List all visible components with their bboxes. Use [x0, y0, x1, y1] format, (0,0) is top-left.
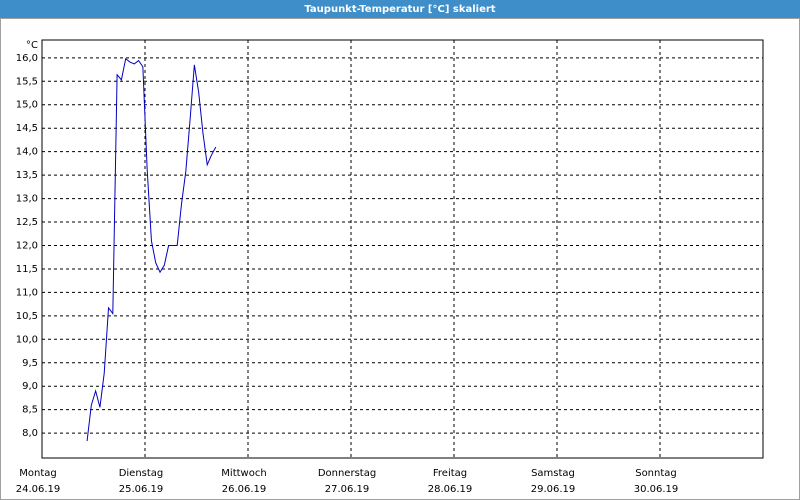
x-tick-label: Mittwoch [221, 468, 266, 479]
x-tick-label: Samstag [531, 468, 575, 479]
y-tick-label: 8,0 [22, 428, 38, 439]
y-tick-label: 15,5 [16, 76, 38, 87]
y-tick-label: 13,0 [16, 194, 38, 205]
y-tick-label: 11,5 [16, 264, 38, 275]
y-tick-label: 9,5 [22, 358, 38, 369]
x-tick-label: Freitag [433, 468, 467, 479]
window-border [0, 18, 800, 500]
chart-title: Taupunkt-Temperatur [°C] skaliert [304, 4, 495, 15]
x-tick-date: 28.06.19 [428, 484, 473, 495]
y-tick-label: 8,5 [22, 405, 38, 416]
x-tick-date: 30.06.19 [634, 484, 679, 495]
title-bar [0, 0, 800, 18]
x-tick-date: 25.06.19 [119, 484, 164, 495]
y-tick-label: 13,5 [16, 170, 38, 181]
x-tick-label: Montag [19, 468, 56, 479]
x-tick-label: Sonntag [635, 468, 677, 479]
x-tick-label: Donnerstag [318, 468, 376, 479]
x-tick-date: 27.06.19 [325, 484, 370, 495]
y-tick-label: 10,0 [16, 334, 38, 345]
y-tick-label: 16,0 [16, 53, 38, 64]
x-tick-date: 24.06.19 [16, 484, 61, 495]
y-tick-label: 14,5 [16, 123, 38, 134]
y-tick-label: 14,0 [16, 147, 38, 158]
y-tick-label: 12,5 [16, 217, 38, 228]
plot-border [41, 39, 764, 459]
y-tick-label: 11,0 [16, 287, 38, 298]
y-tick-label: 9,0 [22, 381, 38, 392]
x-tick-date: 26.06.19 [222, 484, 267, 495]
x-tick-date: 29.06.19 [531, 484, 576, 495]
x-tick-label: Dienstag [119, 468, 164, 479]
y-unit: °C [26, 40, 38, 51]
y-tick-label: 12,0 [16, 240, 38, 251]
data-line [86, 57, 217, 442]
y-tick-label: 10,5 [16, 311, 38, 322]
y-tick-label: 15,0 [16, 100, 38, 111]
